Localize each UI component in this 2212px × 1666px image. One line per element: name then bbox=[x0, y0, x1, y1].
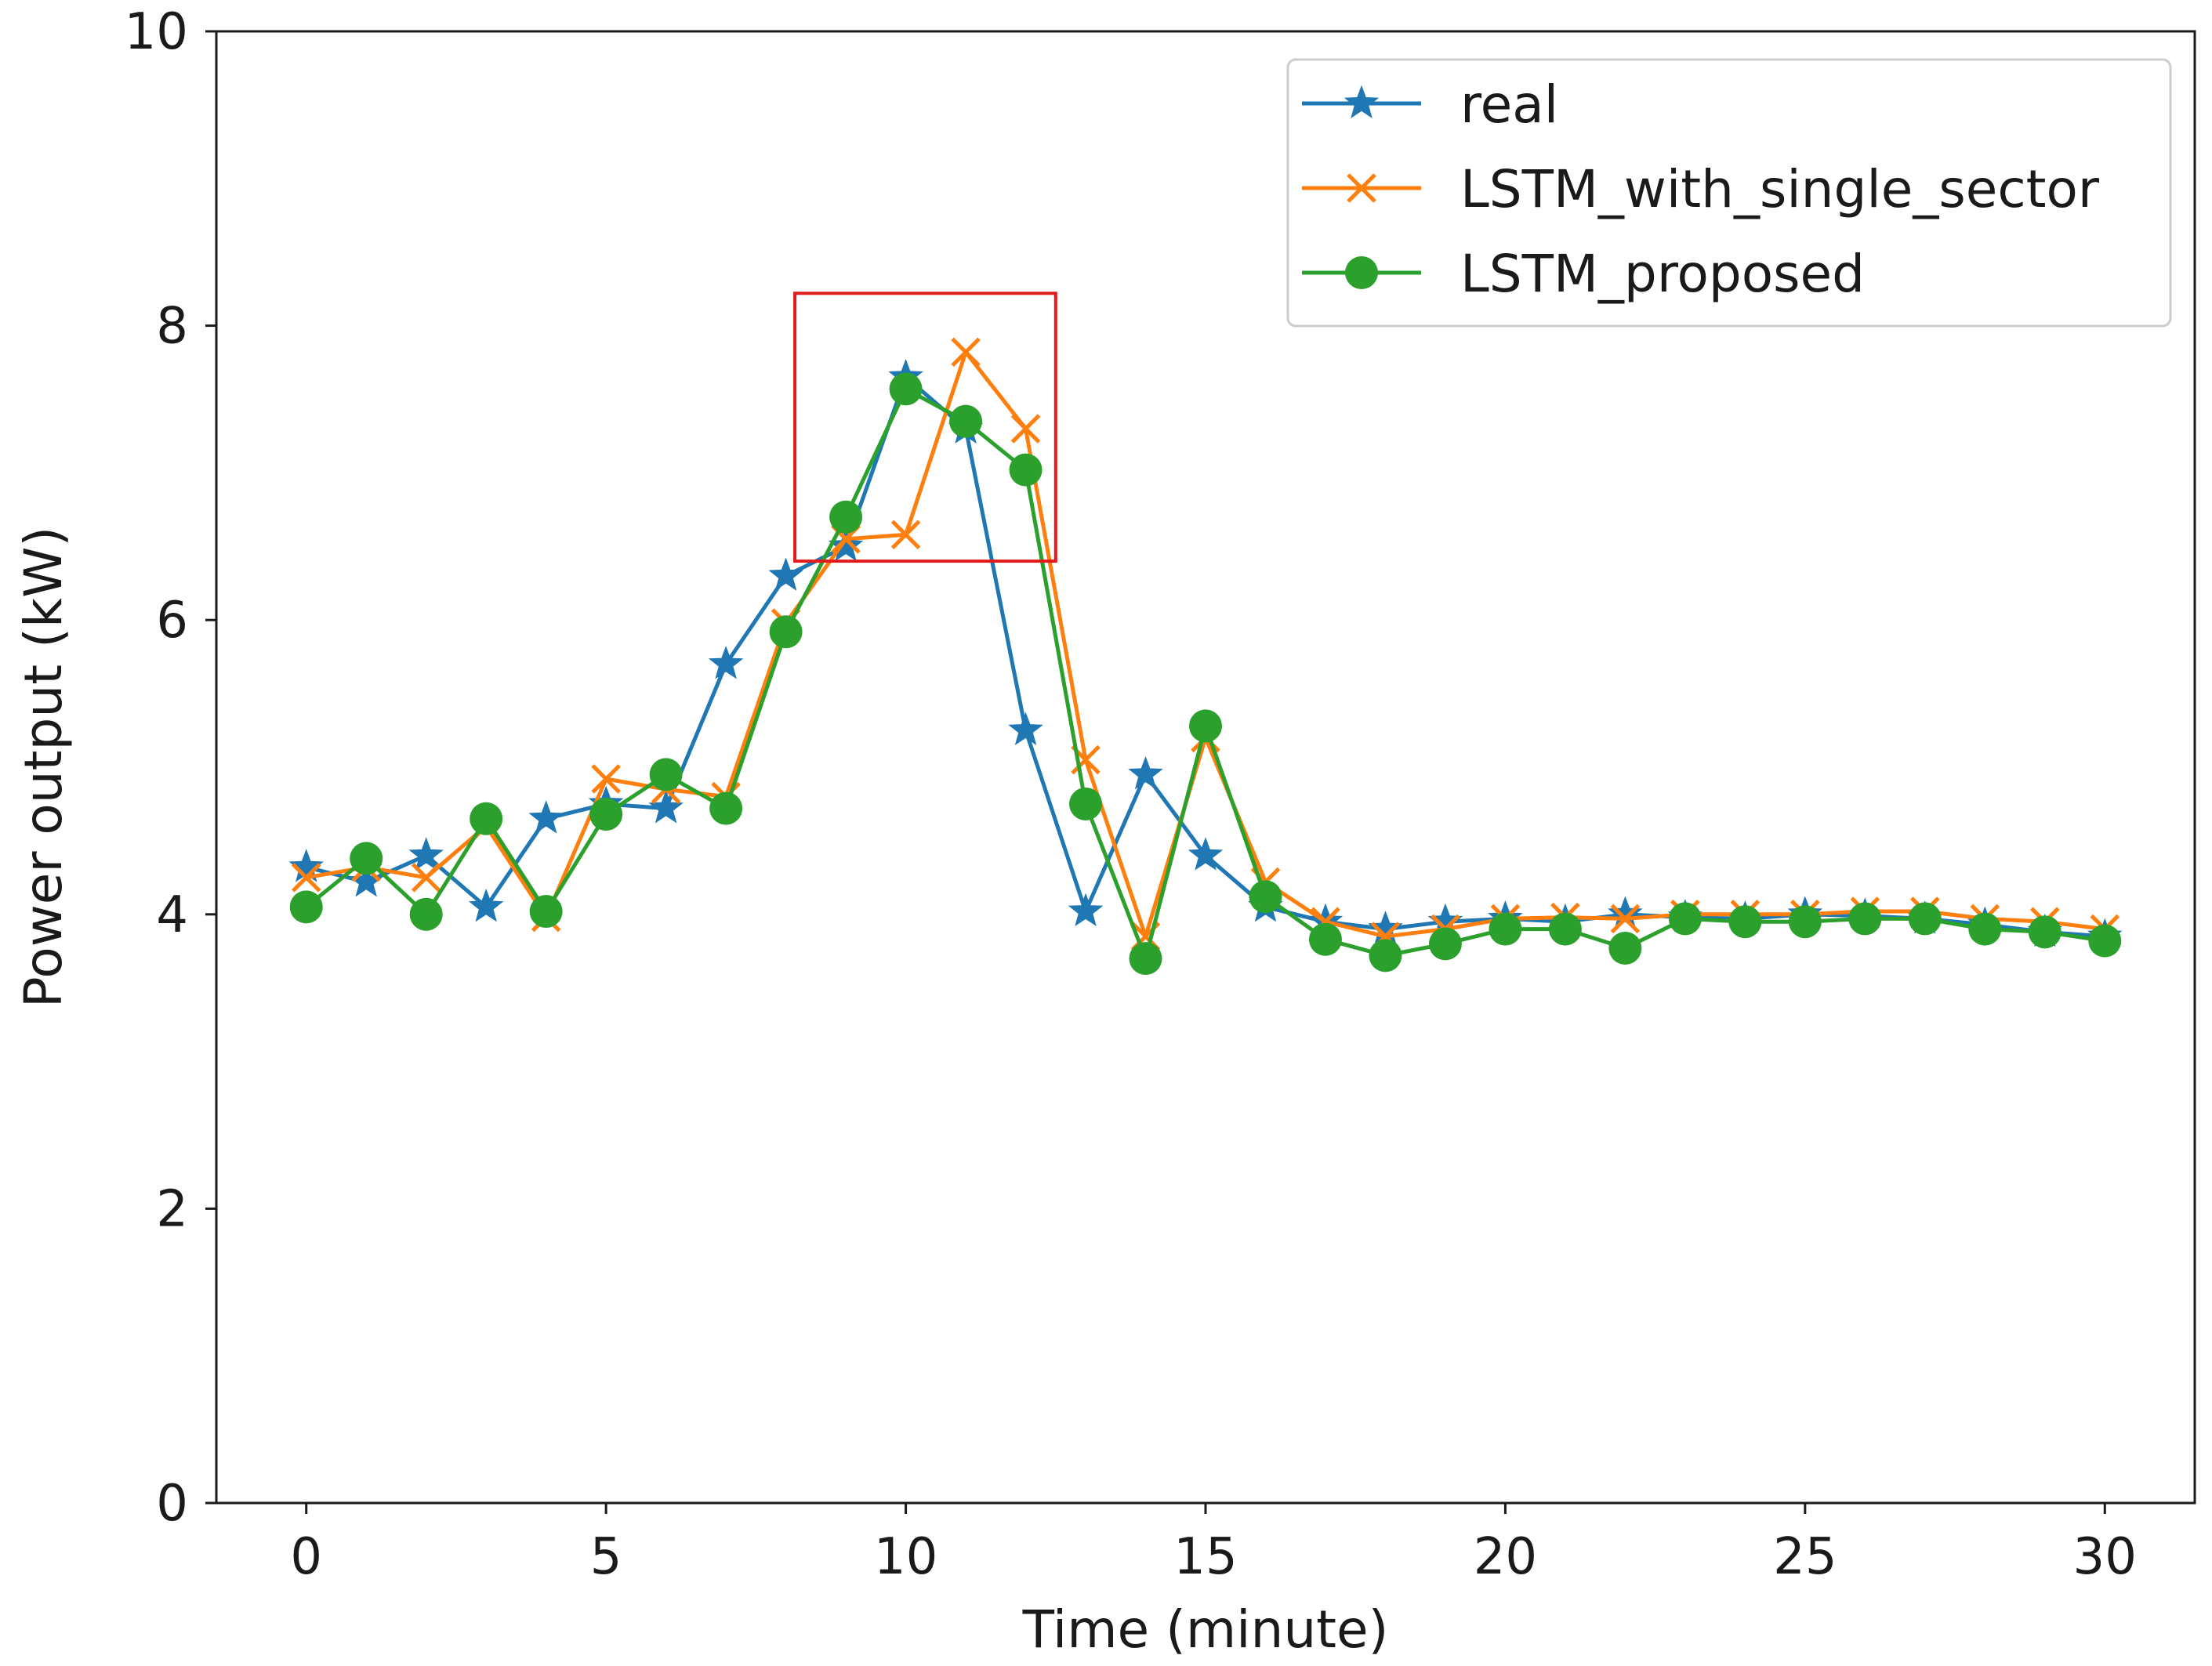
data-point-real bbox=[1188, 837, 1224, 871]
axis-ticks: 0 5 10 15 20 25 30 0 2 4 6 8 10 bbox=[125, 3, 2137, 1586]
legend-marker-LSTM_with_single_sector bbox=[1347, 173, 1376, 203]
data-point-LSTM_proposed bbox=[2088, 924, 2122, 958]
series-LSTM_proposed bbox=[289, 372, 2122, 976]
data-point-LSTM_proposed bbox=[1489, 912, 1522, 946]
data-point-LSTM_proposed bbox=[1668, 902, 1702, 936]
legend-marker-LSTM_proposed bbox=[1345, 256, 1378, 289]
data-point-LSTM_with_single_sector bbox=[291, 863, 321, 893]
data-point-LSTM_proposed bbox=[889, 372, 923, 406]
data-point-LSTM_with_single_sector bbox=[591, 764, 621, 794]
legend-marker-real bbox=[1344, 85, 1380, 118]
y-axis-label: Power output (kW) bbox=[13, 527, 74, 1008]
data-point-LSTM_with_single_sector bbox=[1010, 414, 1041, 444]
data-point-real bbox=[1008, 712, 1043, 745]
data-point-real bbox=[1128, 755, 1163, 790]
x-tick-label: 10 bbox=[874, 1528, 937, 1586]
data-point-real bbox=[528, 800, 564, 834]
data-point-LSTM_proposed bbox=[709, 791, 743, 825]
data-point-LSTM_proposed bbox=[1608, 931, 1642, 965]
data-point-real bbox=[768, 557, 803, 591]
data-point-real bbox=[708, 646, 744, 679]
legend-label-real: real bbox=[1460, 74, 1558, 135]
data-point-LSTM_proposed bbox=[649, 758, 683, 791]
series-layer bbox=[288, 337, 2123, 976]
y-tick-label: 10 bbox=[125, 3, 188, 61]
data-point-LSTM_proposed bbox=[769, 615, 803, 649]
data-point-real bbox=[468, 888, 504, 922]
data-point-LSTM_proposed bbox=[1249, 880, 1282, 914]
data-point-LSTM_proposed bbox=[949, 404, 983, 438]
data-point-real bbox=[1068, 893, 1104, 926]
x-tick-label: 20 bbox=[1474, 1528, 1537, 1586]
data-point-LSTM_proposed bbox=[1189, 709, 1222, 743]
data-point-LSTM_proposed bbox=[1968, 912, 2002, 946]
data-point-LSTM_with_single_sector bbox=[1610, 904, 1641, 934]
data-point-LSTM_proposed bbox=[1908, 902, 1942, 936]
legend-box bbox=[1286, 58, 2172, 328]
x-tick-label: 5 bbox=[590, 1528, 622, 1586]
x-axis-label: Time (minute) bbox=[1022, 1599, 1389, 1660]
data-point-real bbox=[288, 849, 325, 882]
data-point-LSTM_proposed bbox=[589, 798, 623, 831]
x-tick-label: 15 bbox=[1173, 1528, 1237, 1586]
data-point-LSTM_proposed bbox=[1308, 922, 1342, 956]
y-tick-label: 2 bbox=[156, 1180, 188, 1238]
data-point-LSTM_proposed bbox=[2028, 915, 2062, 949]
data-point-LSTM_proposed bbox=[529, 895, 563, 929]
data-point-LSTM_proposed bbox=[470, 802, 503, 835]
data-point-LSTM_with_single_sector bbox=[890, 520, 921, 550]
x-tick-label: 25 bbox=[1773, 1528, 1837, 1586]
data-point-LSTM_with_single_sector bbox=[411, 863, 441, 893]
data-point-LSTM_proposed bbox=[409, 897, 443, 931]
data-point-LSTM_proposed bbox=[1009, 453, 1043, 487]
data-point-LSTM_proposed bbox=[289, 890, 323, 924]
y-tick-label: 0 bbox=[156, 1475, 188, 1533]
y-tick-label: 6 bbox=[156, 592, 188, 650]
annotation-layer bbox=[793, 292, 1057, 563]
y-tick-label: 4 bbox=[156, 886, 188, 944]
legend: real LSTM_with_single_sector LSTM_proposed bbox=[1286, 58, 2172, 328]
data-point-LSTM_proposed bbox=[1129, 942, 1162, 976]
data-point-LSTM_proposed bbox=[1788, 905, 1822, 939]
data-point-real bbox=[348, 864, 384, 897]
x-tick-label: 30 bbox=[2073, 1528, 2137, 1586]
data-point-real bbox=[408, 837, 444, 871]
data-point-LSTM_proposed bbox=[1428, 927, 1462, 961]
legend-label-LSTM_proposed: LSTM_proposed bbox=[1460, 244, 1865, 304]
data-point-LSTM_proposed bbox=[350, 842, 383, 875]
y-tick-label: 8 bbox=[156, 298, 188, 356]
data-point-LSTM_proposed bbox=[1728, 905, 1762, 939]
highlight-box bbox=[793, 292, 1057, 563]
x-tick-label: 0 bbox=[290, 1528, 322, 1586]
data-point-LSTM_proposed bbox=[1369, 939, 1402, 972]
data-point-LSTM_proposed bbox=[829, 500, 863, 534]
data-point-LSTM_with_single_sector bbox=[951, 337, 981, 368]
data-point-LSTM_proposed bbox=[1069, 787, 1103, 820]
data-point-LSTM_proposed bbox=[1848, 902, 1882, 936]
data-point-LSTM_proposed bbox=[1548, 912, 1582, 946]
legend-label-LSTM_with_single_sector: LSTM_with_single_sector bbox=[1460, 159, 2100, 219]
